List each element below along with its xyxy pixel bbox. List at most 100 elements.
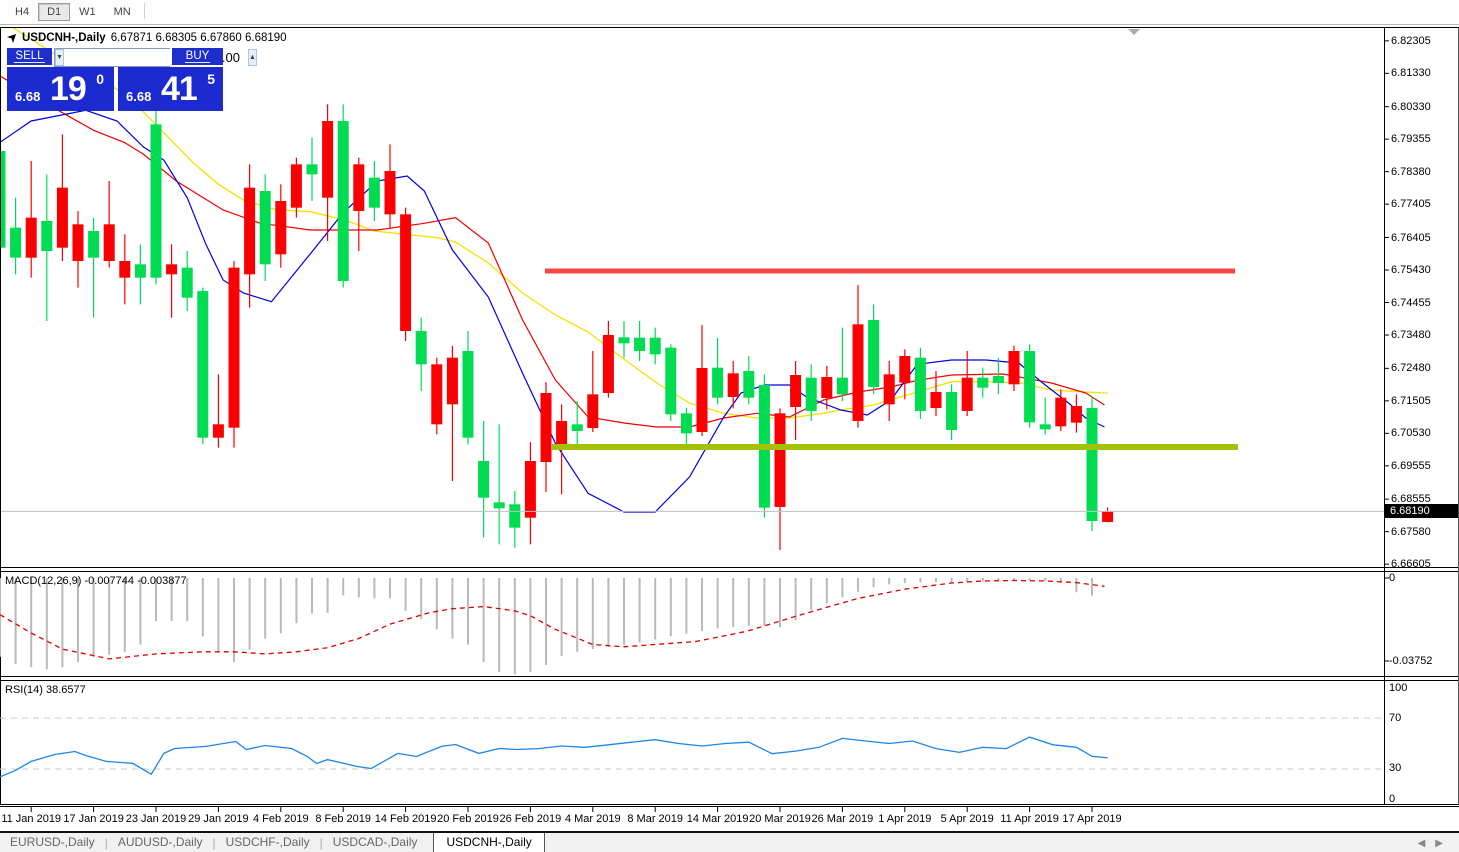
chart-title: USDCNH-,Daily 6.67871 6.68305 6.67860 6.…: [6, 32, 287, 44]
candle: [712, 337, 724, 405]
candle: [0, 144, 6, 318]
price-tick-label: 6.68555: [1391, 493, 1431, 506]
tab-separator: |: [212, 836, 216, 850]
candle: [353, 157, 365, 251]
candle: [509, 491, 521, 548]
volume-decrease-button[interactable]: ▼: [55, 49, 64, 66]
candle: [961, 351, 973, 416]
timeframe-button-d1[interactable]: D1: [38, 3, 71, 21]
rsi-pane[interactable]: [0, 717, 1384, 778]
candle: [72, 211, 84, 288]
candle: [852, 285, 864, 428]
candle: [88, 217, 100, 318]
buy-button[interactable]: BUY: [172, 48, 223, 65]
candle: [337, 104, 349, 288]
sell-price-big: 19: [50, 70, 87, 108]
candle: [977, 367, 989, 398]
candle: [25, 161, 37, 278]
resistance-line[interactable]: [545, 268, 1235, 274]
candle: [1055, 389, 1067, 431]
date-label: 20 Mar 2019: [749, 813, 811, 825]
sell-price-sup: 0: [96, 71, 104, 87]
candle: [587, 351, 599, 432]
date-label: 14 Mar 2019: [686, 813, 749, 825]
sell-price-button[interactable]: 6.68 19 0: [7, 67, 114, 111]
indicator-scale-label: -0.03752: [1389, 655, 1433, 667]
candle: [914, 347, 926, 419]
candle: [259, 174, 271, 281]
date-label: 4 Mar 2019: [564, 813, 621, 825]
candle: [540, 382, 552, 492]
symbol-tabbar: EURUSD-,Daily | AUDUSD-,Daily | USDCHF-,Dail…: [0, 831, 1459, 852]
timeframe-button-mn[interactable]: MN: [113, 6, 131, 18]
chart-shift-marker[interactable]: [1128, 29, 1140, 35]
price-tick-label: 6.66605: [1391, 558, 1431, 571]
price-tick-label: 6.75430: [1391, 264, 1431, 276]
indicator-scale-label: 0: [1389, 572, 1396, 584]
candle: [665, 344, 677, 421]
candle: [275, 184, 287, 268]
main-chart-pane[interactable]: [0, 19, 1114, 550]
symbol-tab-usdchf[interactable]: USDCHF-,Daily: [225, 835, 310, 849]
date-label: 17 Jan 2019: [63, 813, 124, 825]
candle: [805, 364, 817, 421]
indicator-scale-label: 70: [1389, 712, 1402, 724]
symbol-tab-usdcad[interactable]: USDCAD-,Daily: [332, 835, 418, 849]
price-tick-label: 6.77405: [1391, 198, 1431, 211]
candle: [649, 327, 661, 365]
symbol-tab-usdcnh[interactable]: USDCNH-,Daily: [433, 833, 545, 852]
timeframe-button-h4[interactable]: H4: [15, 6, 30, 18]
candle: [212, 374, 224, 448]
candle: [868, 304, 880, 395]
candle: [836, 327, 848, 401]
toolbar-separator: [143, 2, 145, 19]
candle: [322, 104, 334, 241]
candle: [899, 349, 911, 400]
candle: [197, 287, 209, 445]
date-label: 11 Apr 2019: [1000, 813, 1059, 825]
candle: [228, 261, 240, 448]
candle: [400, 207, 412, 341]
candle: [446, 346, 458, 481]
candle: [384, 144, 396, 228]
price-tick-label: 6.82305: [1391, 34, 1431, 47]
date-label: 1 Apr 2019: [878, 813, 932, 825]
symbol-tab-audusd[interactable]: AUDUSD-,Daily: [117, 835, 203, 849]
macd-pane[interactable]: [0, 578, 1105, 675]
volume-increase-button[interactable]: ▲: [247, 49, 257, 66]
price-tick-label: 6.76405: [1391, 231, 1431, 244]
tab-scroll-arrows[interactable]: ◀▶: [1417, 838, 1453, 849]
buy-price-button[interactable]: 6.68 41 5: [118, 67, 223, 111]
candle: [774, 408, 786, 550]
candle: [56, 134, 68, 261]
support-line[interactable]: [552, 444, 1238, 450]
candle: [150, 111, 162, 285]
volume-stepper: ▼ ▲: [54, 48, 257, 67]
candle: [166, 244, 178, 318]
candle: [1024, 344, 1036, 428]
candle: [1039, 397, 1051, 435]
candle: [415, 317, 427, 391]
symbol-tab-eurusd[interactable]: EURUSD-,Daily: [10, 835, 95, 849]
price-tick-label: 6.80330: [1391, 100, 1431, 113]
candle: [103, 181, 115, 268]
tab-separator: |: [319, 836, 323, 850]
candle: [727, 361, 739, 409]
candle: [41, 174, 53, 321]
candle: [696, 325, 708, 436]
candle: [431, 357, 443, 435]
candle: [602, 321, 614, 398]
buy-price-big: 41: [161, 70, 198, 108]
chart-window-border: [0, 27, 1459, 28]
date-label: 20 Feb 2019: [437, 813, 499, 825]
candle: [10, 197, 22, 275]
sell-button[interactable]: SELL: [7, 48, 52, 65]
sell-price-small: 6.68: [15, 89, 41, 104]
candle: [790, 361, 802, 440]
candle: [618, 321, 630, 358]
timeframe-button-w1[interactable]: W1: [79, 6, 96, 18]
candle: [119, 234, 131, 305]
candle: [946, 384, 958, 440]
